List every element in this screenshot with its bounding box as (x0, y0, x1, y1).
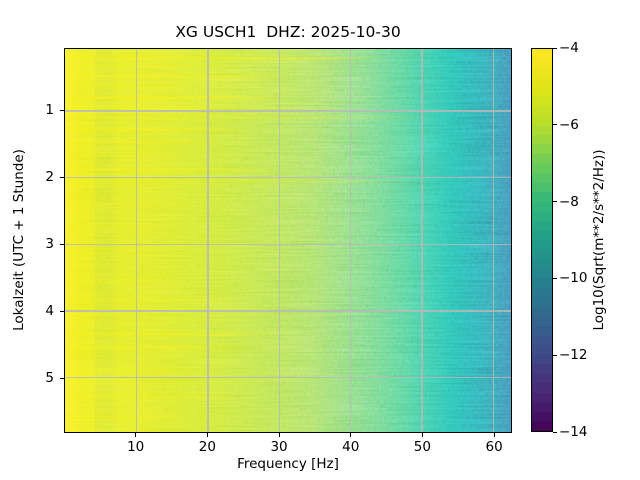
time-streak (65, 279, 194, 283)
x-axis-label: Frequency [Hz] (237, 456, 339, 472)
time-streak (65, 249, 165, 253)
time-streak (65, 345, 265, 349)
time-streak (65, 57, 387, 61)
y-tick-label: 5 (45, 370, 54, 387)
colorbar-tick-mark (553, 354, 557, 356)
x-tick-mark (421, 433, 423, 437)
time-streak (65, 299, 244, 303)
x-gridline (278, 49, 280, 432)
x-tick-label: 30 (270, 439, 288, 455)
time-streak (65, 140, 222, 144)
y-tick-label: 3 (45, 236, 54, 253)
time-streak (65, 116, 437, 120)
x-tick-label: 20 (198, 439, 216, 455)
colorbar-tick-label: −10 (559, 270, 588, 287)
y-gridline (65, 310, 511, 312)
y-tick-label: 4 (45, 303, 54, 320)
colorbar-label: Log10(Sqrt(m**2/s**2/Hz)) (591, 149, 607, 331)
x-gridline (135, 49, 138, 432)
x-gridline (492, 49, 494, 432)
time-streak (65, 225, 173, 229)
time-streak (65, 128, 251, 132)
y-tick-mark (60, 377, 64, 379)
x-tick-label: 50 (413, 439, 431, 455)
colorbar-tick-label: −6 (559, 116, 579, 133)
time-streak (65, 332, 280, 336)
x-tick-mark (493, 433, 495, 437)
time-streak (65, 180, 422, 184)
y-gridline (65, 243, 511, 245)
grid-layer (65, 49, 511, 432)
y-tick-mark (60, 176, 64, 178)
y-tick-mark (60, 243, 64, 245)
time-streak (65, 168, 280, 172)
colorbar-tick-mark (553, 201, 557, 203)
x-gridline (421, 49, 423, 432)
x-gridline (349, 49, 352, 432)
y-tick-mark (60, 310, 64, 312)
time-streak (65, 74, 294, 78)
y-gridline (65, 177, 511, 179)
y-gridline (65, 110, 511, 112)
colorbar-tick-mark (553, 47, 557, 49)
x-tick-mark (206, 433, 208, 437)
colorbar-tick-label: −12 (559, 347, 588, 364)
colorbar-tick-label: −14 (559, 424, 588, 440)
colorbar (531, 48, 553, 432)
colorbar-tick-label: −8 (559, 193, 579, 210)
y-gridline (65, 376, 511, 379)
colorbar-tick-mark (553, 431, 557, 433)
time-streak (65, 64, 244, 68)
x-tick-mark (278, 433, 280, 437)
colorbar-tick-mark (553, 124, 557, 126)
x-tick-label: 60 (485, 439, 503, 455)
y-tick-label: 2 (45, 169, 54, 186)
colorbar-tick-mark (553, 277, 557, 279)
chart-title: XG USCH1 DHZ: 2025-10-30 (175, 23, 401, 41)
colorbar-tick-label: −4 (559, 40, 579, 56)
time-streak (65, 96, 280, 100)
y-tick-label: 1 (45, 102, 54, 119)
plot-area (64, 48, 512, 433)
time-streak (65, 104, 244, 108)
time-streak (65, 394, 244, 398)
x-tick-mark (350, 433, 352, 437)
x-tick-mark (135, 433, 137, 437)
colorbar-gradient (532, 49, 552, 431)
y-axis-label: Lokalzeit (UTC + 1 Stunde) (11, 149, 27, 331)
x-gridline (207, 49, 209, 432)
x-tick-label: 40 (342, 439, 360, 455)
time-streak (65, 150, 194, 154)
speckle-noise-texture (65, 49, 511, 432)
x-tick-label: 10 (127, 439, 145, 455)
time-streak (65, 414, 194, 418)
y-tick-mark (60, 109, 64, 111)
